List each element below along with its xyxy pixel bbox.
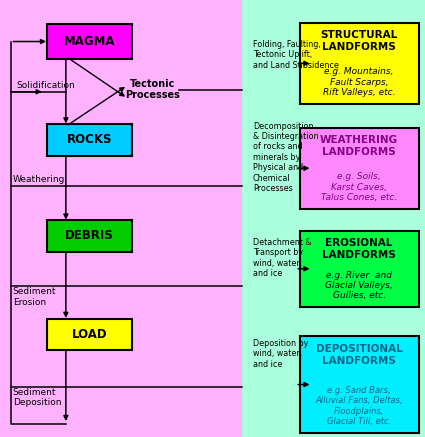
FancyBboxPatch shape (300, 23, 419, 104)
Text: Decomposition
& Disintegration
of rocks and
minerals by
Physical and
Chemical
Pr: Decomposition & Disintegration of rocks … (253, 121, 318, 193)
Text: DEBRIS: DEBRIS (65, 229, 113, 243)
Text: EROSIONAL
LANDFORMS: EROSIONAL LANDFORMS (322, 238, 396, 260)
Text: ROCKS: ROCKS (66, 133, 112, 146)
FancyBboxPatch shape (300, 128, 419, 209)
FancyBboxPatch shape (47, 124, 132, 156)
Text: Sediment
Deposition: Sediment Deposition (13, 388, 61, 407)
Bar (242, 0, 425, 437)
FancyBboxPatch shape (300, 231, 419, 307)
Text: Deposition by
wind, water,
and ice: Deposition by wind, water, and ice (253, 339, 308, 369)
Bar (0, 0, 246, 437)
FancyBboxPatch shape (47, 220, 132, 252)
Text: MAGMA: MAGMA (63, 35, 115, 48)
Text: e.g. Mountains,
Fault Scarps,
Rift Valleys, etc.: e.g. Mountains, Fault Scarps, Rift Valle… (323, 67, 395, 97)
Text: WEATHERING
LANDFORMS: WEATHERING LANDFORMS (320, 135, 398, 157)
Text: e.g. Soils,
Karst Caves,
Talus Cones, etc.: e.g. Soils, Karst Caves, Talus Cones, et… (321, 172, 397, 202)
Text: Folding, Faulting,
Tectonic Uplift,
and Land Subsidence: Folding, Faulting, Tectonic Uplift, and … (253, 40, 339, 69)
Text: DEPOSITIONAL
LANDFORMS: DEPOSITIONAL LANDFORMS (316, 344, 402, 365)
FancyBboxPatch shape (47, 319, 132, 350)
Text: e.g. Sand Bars,
Alluvial Fans, Deltas,
Floodplains,
Glacial Till, etc.: e.g. Sand Bars, Alluvial Fans, Deltas, F… (315, 386, 403, 426)
Text: Detachment &
Transport by
wind, water,
and ice: Detachment & Transport by wind, water, a… (253, 238, 312, 278)
Text: Weathering: Weathering (13, 174, 65, 184)
Text: STRUCTURAL
LANDFORMS: STRUCTURAL LANDFORMS (320, 31, 398, 52)
Text: Solidification: Solidification (16, 80, 75, 90)
Text: LOAD: LOAD (71, 328, 107, 341)
FancyBboxPatch shape (47, 24, 132, 59)
Text: Tectonic
Processes: Tectonic Processes (125, 79, 181, 101)
Text: Sediment
Erosion: Sediment Erosion (13, 287, 56, 306)
FancyBboxPatch shape (300, 336, 419, 433)
Text: e.g. River  and
Glacial Valleys,
Gullies, etc.: e.g. River and Glacial Valleys, Gullies,… (325, 271, 393, 301)
